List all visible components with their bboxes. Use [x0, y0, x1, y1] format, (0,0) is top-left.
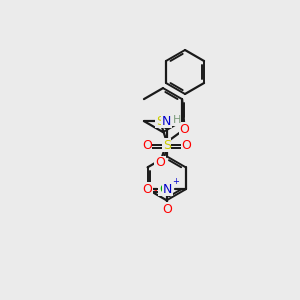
Text: Cl: Cl	[159, 183, 171, 196]
Text: S: S	[163, 139, 171, 152]
Text: H: H	[172, 115, 181, 125]
Text: O: O	[155, 157, 165, 169]
Text: O: O	[180, 123, 190, 136]
Text: O: O	[143, 183, 152, 196]
Text: -: -	[154, 185, 157, 195]
Text: N: N	[162, 115, 171, 128]
Text: S: S	[156, 115, 164, 128]
Text: O: O	[182, 139, 191, 152]
Text: +: +	[172, 177, 179, 186]
Text: O: O	[162, 202, 172, 215]
Text: O: O	[142, 139, 152, 152]
Text: N: N	[163, 183, 172, 196]
